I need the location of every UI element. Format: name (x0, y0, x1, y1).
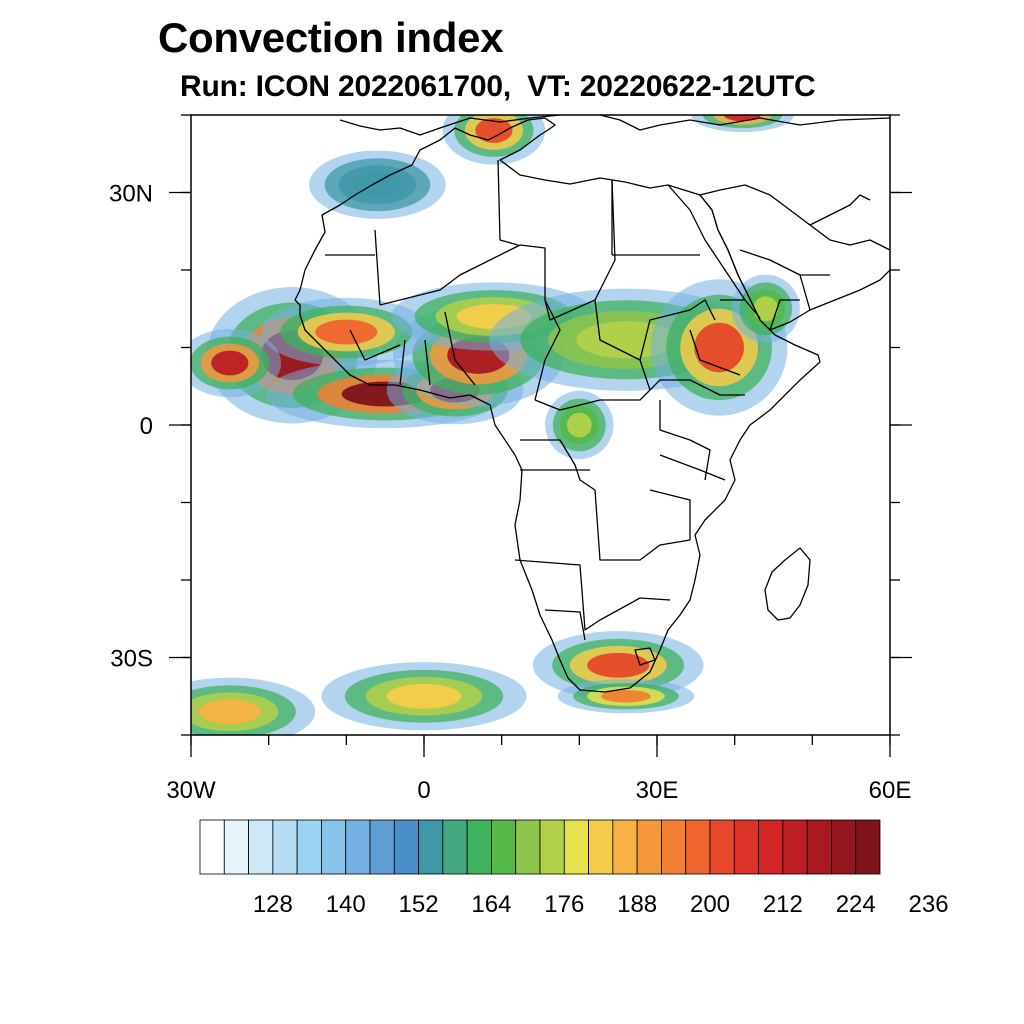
madagascar-coastline (764, 547, 811, 621)
border (534, 329, 745, 411)
field-cell-south-africa (587, 652, 650, 678)
colorbar-label: 176 (544, 891, 584, 918)
colorbar-swatch (248, 819, 274, 875)
colorbar-swatch (442, 819, 468, 875)
field-cell-south-africa-coast (601, 690, 651, 703)
colorbar-swatch (588, 819, 614, 875)
lon-tick-label: 30W (166, 777, 216, 804)
border (544, 609, 656, 666)
border (659, 400, 711, 481)
coastlines-borders (294, 115, 890, 693)
colorbar-swatch (612, 819, 638, 875)
field-cell-mediterranean (475, 118, 513, 143)
axis-ticks (169, 114, 912, 757)
colorbar-swatch (345, 819, 371, 875)
border (611, 180, 745, 361)
lat-tick-label: 30N (109, 181, 153, 208)
colorbar-label: 152 (399, 891, 439, 918)
field-cell-atlantic-cell (211, 350, 249, 376)
colorbar-swatch (758, 819, 784, 875)
colorbar-swatch (685, 819, 711, 875)
colorbar-label: 224 (836, 891, 876, 918)
colorbar-label: 128 (253, 891, 293, 918)
colorbar-swatch (272, 819, 298, 875)
colorbar-label: 140 (326, 891, 366, 918)
axis-tick-labels: 30W 0 30E 60E 30N 0 30S (109, 181, 911, 805)
field-cell-sahel-west (315, 319, 378, 345)
lon-tick-label: 0 (417, 777, 430, 804)
colorbar-swatch (563, 819, 589, 875)
colorbar-swatch (855, 819, 881, 875)
field-cell-arabia-sw (753, 296, 779, 322)
colorbar-swatch (806, 819, 832, 875)
colorbar-swatch (709, 819, 735, 875)
colorbar-label: 188 (617, 891, 657, 918)
colorbar-swatch (296, 819, 322, 875)
colorbar-swatch (733, 819, 759, 875)
colorbar-labels: 128 140 152 164 176 188 200 212 224 236 (253, 891, 949, 918)
border (497, 159, 700, 401)
lat-tick-label: 0 (140, 413, 153, 440)
colorbar-swatch (369, 819, 395, 875)
field-cell-south-atlantic-sw (198, 699, 261, 725)
colorbar-swatch (782, 819, 808, 875)
colorbar-swatch (466, 819, 492, 875)
field-cell-chad-sudan (576, 321, 676, 359)
border (739, 249, 830, 331)
border (325, 179, 616, 321)
africa-coastline (294, 117, 821, 693)
colorbar (199, 819, 881, 875)
convection-field-layer (191, 115, 800, 735)
lat-tick-label: 30S (110, 646, 153, 673)
persian-gulf (809, 194, 871, 226)
field-cell-morocco (352, 172, 403, 198)
europe-coastline (339, 115, 561, 136)
colorbar-label: 236 (909, 891, 949, 918)
colorbar-swatch (636, 819, 662, 875)
chart-title: Convection index (158, 14, 504, 61)
red-sea-coast (667, 184, 761, 319)
colorbar-swatch (661, 819, 687, 875)
colorbar-swatch (393, 819, 419, 875)
chart-subtitle: Run: ICON 2022061700, VT: 20220622-12UTC (180, 70, 816, 103)
field-cell-south-atlantic (386, 683, 462, 709)
colorbar-label: 200 (690, 891, 730, 918)
colorbar-label: 212 (763, 891, 803, 918)
europe-coastline-east (599, 115, 890, 131)
colorbar-swatch (321, 819, 347, 875)
colorbar-swatch (199, 819, 225, 875)
colorbar-label: 164 (471, 891, 511, 918)
colorbar-swatch (418, 819, 444, 875)
field-cell-ethiopia (694, 322, 744, 373)
border (514, 454, 726, 631)
border (349, 311, 476, 386)
arabia-coastline (699, 184, 890, 331)
colorbar-swatch (223, 819, 249, 875)
plot-frame (190, 114, 891, 736)
lon-tick-label: 60E (869, 777, 912, 804)
colorbar-swatch (491, 819, 517, 875)
colorbar-swatch (539, 819, 565, 875)
lon-tick-label: 30E (636, 777, 679, 804)
colorbar-swatch (515, 819, 541, 875)
border (520, 439, 691, 561)
field-cell-congo (566, 412, 592, 438)
colorbar-swatch (831, 819, 857, 875)
